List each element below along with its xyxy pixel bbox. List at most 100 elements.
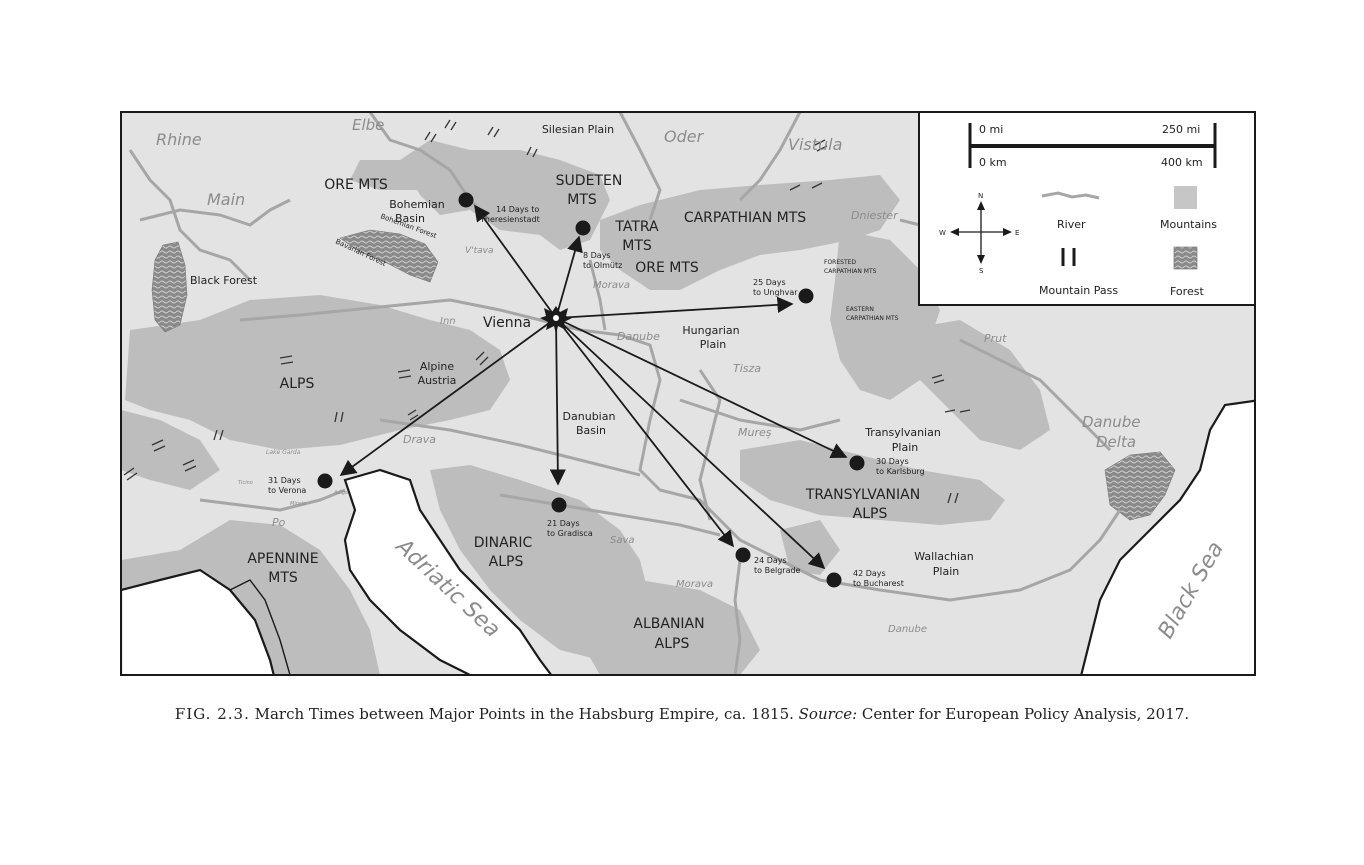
delta-label-line1: Danube bbox=[1082, 413, 1141, 431]
river-label: Tisza bbox=[733, 362, 761, 375]
compass-s: S bbox=[979, 267, 984, 275]
legend-forest-label: Forest bbox=[1170, 285, 1204, 298]
route-arrow bbox=[474, 204, 557, 319]
region-label: Plain bbox=[933, 565, 959, 578]
destination-dot bbox=[458, 192, 474, 208]
river-label: Morava bbox=[593, 280, 630, 291]
mountain-label: CARPATHIAN MTS bbox=[684, 210, 806, 226]
region-label: Hungarian bbox=[682, 324, 739, 337]
coastline-borders bbox=[229, 579, 291, 675]
destination-label: to Olmütz bbox=[583, 261, 622, 270]
legend-river-label: River bbox=[1057, 218, 1086, 231]
destination-label: Theresienstadt bbox=[479, 215, 540, 224]
destination-label: 24 Days bbox=[754, 556, 787, 565]
scale-mi-start: 0 mi bbox=[979, 123, 1003, 136]
mountains-legend-icon bbox=[1174, 186, 1197, 209]
region-label: FORESTED bbox=[824, 259, 856, 266]
march-routes bbox=[339, 204, 848, 570]
legend-mountain-pass-label: Mountain Pass bbox=[1039, 284, 1118, 297]
forests bbox=[151, 229, 1176, 521]
route-arrow bbox=[555, 317, 826, 570]
river-label: Sava bbox=[610, 535, 635, 546]
mountain-label: MTS bbox=[268, 570, 298, 586]
river-label: Main bbox=[207, 190, 245, 209]
destination-label: to Unghvar bbox=[753, 288, 798, 297]
forest-legend-icon bbox=[1173, 246, 1198, 270]
destination-dot bbox=[317, 473, 333, 489]
region-label: CARPATHIAN MTS bbox=[824, 268, 877, 275]
mountain-regions bbox=[121, 140, 1050, 675]
river-label: Adige bbox=[333, 490, 348, 496]
river-label: Mincio bbox=[290, 501, 306, 507]
route-arrow bbox=[555, 235, 583, 319]
river-label: Morava bbox=[676, 579, 713, 590]
caption-text: March Times between Major Points in the … bbox=[249, 705, 799, 723]
mountain-label: MTS bbox=[622, 238, 652, 254]
mountain-passes bbox=[123, 119, 971, 504]
mountain-labels: ORE MTS SUDETEN MTS TATRA MTS ORE MTS CA… bbox=[247, 173, 920, 652]
region-label: Black Forest bbox=[190, 274, 258, 287]
river-label: Danube bbox=[617, 330, 660, 343]
mountain-label: TRANSYLVANIAN bbox=[805, 487, 920, 503]
mountain-label: MTS bbox=[567, 192, 597, 208]
map-frame bbox=[120, 111, 1256, 676]
river-label: Prut bbox=[984, 332, 1007, 345]
region-label: Plain bbox=[700, 338, 726, 351]
mountain-label: ALPS bbox=[280, 376, 315, 392]
region-label: Danubian bbox=[563, 410, 616, 423]
river-legend-icon bbox=[1041, 191, 1100, 200]
river-labels: Rhine Elbe Oder Vistula Main Dniester V'… bbox=[156, 116, 1007, 635]
region-label: Transylvanian bbox=[864, 426, 941, 439]
river-label: Dniester bbox=[851, 209, 899, 222]
compass-icon: N S E W bbox=[939, 192, 1019, 275]
river-label: Danube bbox=[888, 624, 927, 635]
figure-number: FIG. 2.3. bbox=[174, 705, 250, 723]
region-label: CARPATHIAN MTS bbox=[846, 315, 899, 322]
river-label: Lake Garda bbox=[266, 449, 301, 456]
region-label: Plain bbox=[892, 441, 918, 454]
route-arrow bbox=[555, 296, 794, 319]
destination-label: 30 Days bbox=[876, 457, 909, 466]
mountain-label: DINARIC bbox=[474, 535, 533, 551]
river-label: Ticino bbox=[238, 480, 253, 486]
mountain-label: APENNINE bbox=[247, 551, 318, 567]
river-label: V'tava bbox=[465, 246, 494, 256]
destination-label: 8 Days bbox=[583, 251, 611, 260]
destination-dot bbox=[849, 455, 865, 471]
region-label: Alpine bbox=[420, 360, 455, 373]
destination-label: 31 Days bbox=[268, 476, 301, 485]
delta-label-line2: Delta bbox=[1096, 433, 1136, 451]
route-arrow bbox=[339, 317, 557, 476]
destination-label: 25 Days bbox=[753, 278, 786, 287]
destination-dot bbox=[735, 547, 751, 563]
mountain-label: ALBANIAN bbox=[633, 616, 704, 632]
scale-mi-end: 250 mi bbox=[1162, 123, 1200, 136]
destination-dot bbox=[575, 220, 591, 236]
mountain-pass-legend-icon bbox=[1061, 248, 1076, 266]
destination-label: 14 Days to bbox=[496, 205, 539, 214]
figure-caption: FIG. 2.3. March Times between Major Poin… bbox=[0, 705, 1364, 723]
river-label: Vistula bbox=[788, 135, 842, 154]
region-label: Basin bbox=[576, 424, 606, 437]
region-label: Austria bbox=[418, 374, 457, 387]
river-label: Rhine bbox=[156, 130, 202, 149]
scale-km-end: 400 km bbox=[1161, 156, 1203, 169]
destination-label: to Karlsburg bbox=[876, 467, 925, 476]
route-arrow bbox=[555, 317, 848, 459]
destination-points bbox=[317, 192, 865, 588]
seas bbox=[121, 399, 1255, 675]
destination-label: to Gradisca bbox=[547, 529, 593, 538]
mountain-label: ALPS bbox=[853, 506, 888, 522]
destination-label: 42 Days bbox=[853, 569, 886, 578]
vienna-eagle-icon bbox=[540, 306, 572, 334]
mountain-label: ORE MTS bbox=[324, 177, 388, 193]
mountain-label: ALPS bbox=[489, 554, 524, 570]
mountain-label: ALPS bbox=[655, 636, 690, 652]
source-label: Source: bbox=[798, 705, 858, 723]
region-label: Bohemian bbox=[389, 198, 445, 211]
river-label: Mureș bbox=[738, 426, 772, 439]
river-label: Inn bbox=[440, 316, 456, 327]
destination-label: to Belgrade bbox=[754, 566, 801, 575]
destination-dot bbox=[798, 288, 814, 304]
